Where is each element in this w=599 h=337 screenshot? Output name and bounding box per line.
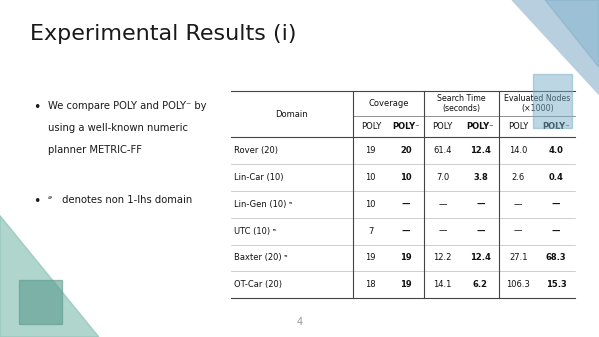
Text: 2.6: 2.6	[512, 173, 525, 182]
Text: —: —	[552, 200, 561, 209]
Text: 19: 19	[400, 280, 412, 289]
Text: We compare POLY and POLY⁻ by: We compare POLY and POLY⁻ by	[48, 101, 207, 111]
Text: 12.4: 12.4	[470, 253, 491, 263]
Text: 14.0: 14.0	[509, 146, 528, 155]
Text: —: —	[476, 200, 485, 209]
Text: —: —	[514, 226, 522, 236]
Text: 14.1: 14.1	[434, 280, 452, 289]
Text: Evaluated Nodes
(×1000): Evaluated Nodes (×1000)	[504, 94, 570, 113]
Text: 10: 10	[365, 173, 376, 182]
Text: 27.1: 27.1	[509, 253, 528, 263]
Text: 19: 19	[365, 146, 376, 155]
Text: 106.3: 106.3	[506, 280, 530, 289]
Text: •: •	[33, 101, 40, 114]
Text: 12.4: 12.4	[470, 146, 491, 155]
Text: 68.3: 68.3	[546, 253, 567, 263]
Text: POLY⁻: POLY⁻	[392, 122, 420, 131]
Text: 61.4: 61.4	[433, 146, 452, 155]
Text: 4: 4	[297, 317, 302, 327]
Text: 12.2: 12.2	[434, 253, 452, 263]
Text: 10: 10	[365, 200, 376, 209]
Text: POLY: POLY	[432, 122, 453, 131]
Text: using a well-known numeric: using a well-known numeric	[48, 123, 188, 133]
Text: 0.4: 0.4	[549, 173, 564, 182]
Text: Search Time
(seconds): Search Time (seconds)	[437, 94, 486, 113]
Text: 15.3: 15.3	[546, 280, 567, 289]
Text: Experimental Results (i): Experimental Results (i)	[30, 24, 297, 43]
Text: 7.0: 7.0	[436, 173, 449, 182]
Text: —: —	[402, 226, 410, 236]
Text: —: —	[402, 200, 410, 209]
Text: Domain: Domain	[276, 110, 308, 119]
Text: 4.0: 4.0	[549, 146, 564, 155]
Text: 10: 10	[400, 173, 412, 182]
Text: 6.2: 6.2	[473, 280, 488, 289]
Text: POLY: POLY	[508, 122, 528, 131]
Text: —: —	[476, 226, 485, 236]
Text: Lin-Gen (10) ᵊ: Lin-Gen (10) ᵊ	[234, 200, 292, 209]
Text: OT-Car (20): OT-Car (20)	[234, 280, 282, 289]
Text: 20: 20	[400, 146, 412, 155]
Text: 19: 19	[400, 253, 412, 263]
Text: —: —	[552, 226, 561, 236]
Text: 19: 19	[365, 253, 376, 263]
Text: •: •	[33, 195, 40, 209]
Text: POLY⁻: POLY⁻	[542, 122, 570, 131]
Text: —: —	[438, 200, 447, 209]
Text: Coverage: Coverage	[368, 99, 409, 108]
Text: planner METRIC-FF: planner METRIC-FF	[48, 145, 142, 155]
Text: UTC (10) ᵊ: UTC (10) ᵊ	[234, 226, 276, 236]
Text: —: —	[438, 226, 447, 236]
Text: Lin-Car (10): Lin-Car (10)	[234, 173, 283, 182]
Text: 7: 7	[368, 226, 374, 236]
Text: Rover (20): Rover (20)	[234, 146, 278, 155]
Text: ᵊ: ᵊ	[48, 195, 52, 206]
Text: POLY: POLY	[361, 122, 381, 131]
Text: denotes non 1-lhs domain: denotes non 1-lhs domain	[59, 195, 192, 206]
Text: 18: 18	[365, 280, 376, 289]
Text: —: —	[514, 200, 522, 209]
Text: POLY⁻: POLY⁻	[467, 122, 494, 131]
Text: Baxter (20) ᵊ: Baxter (20) ᵊ	[234, 253, 288, 263]
Text: 3.8: 3.8	[473, 173, 488, 182]
